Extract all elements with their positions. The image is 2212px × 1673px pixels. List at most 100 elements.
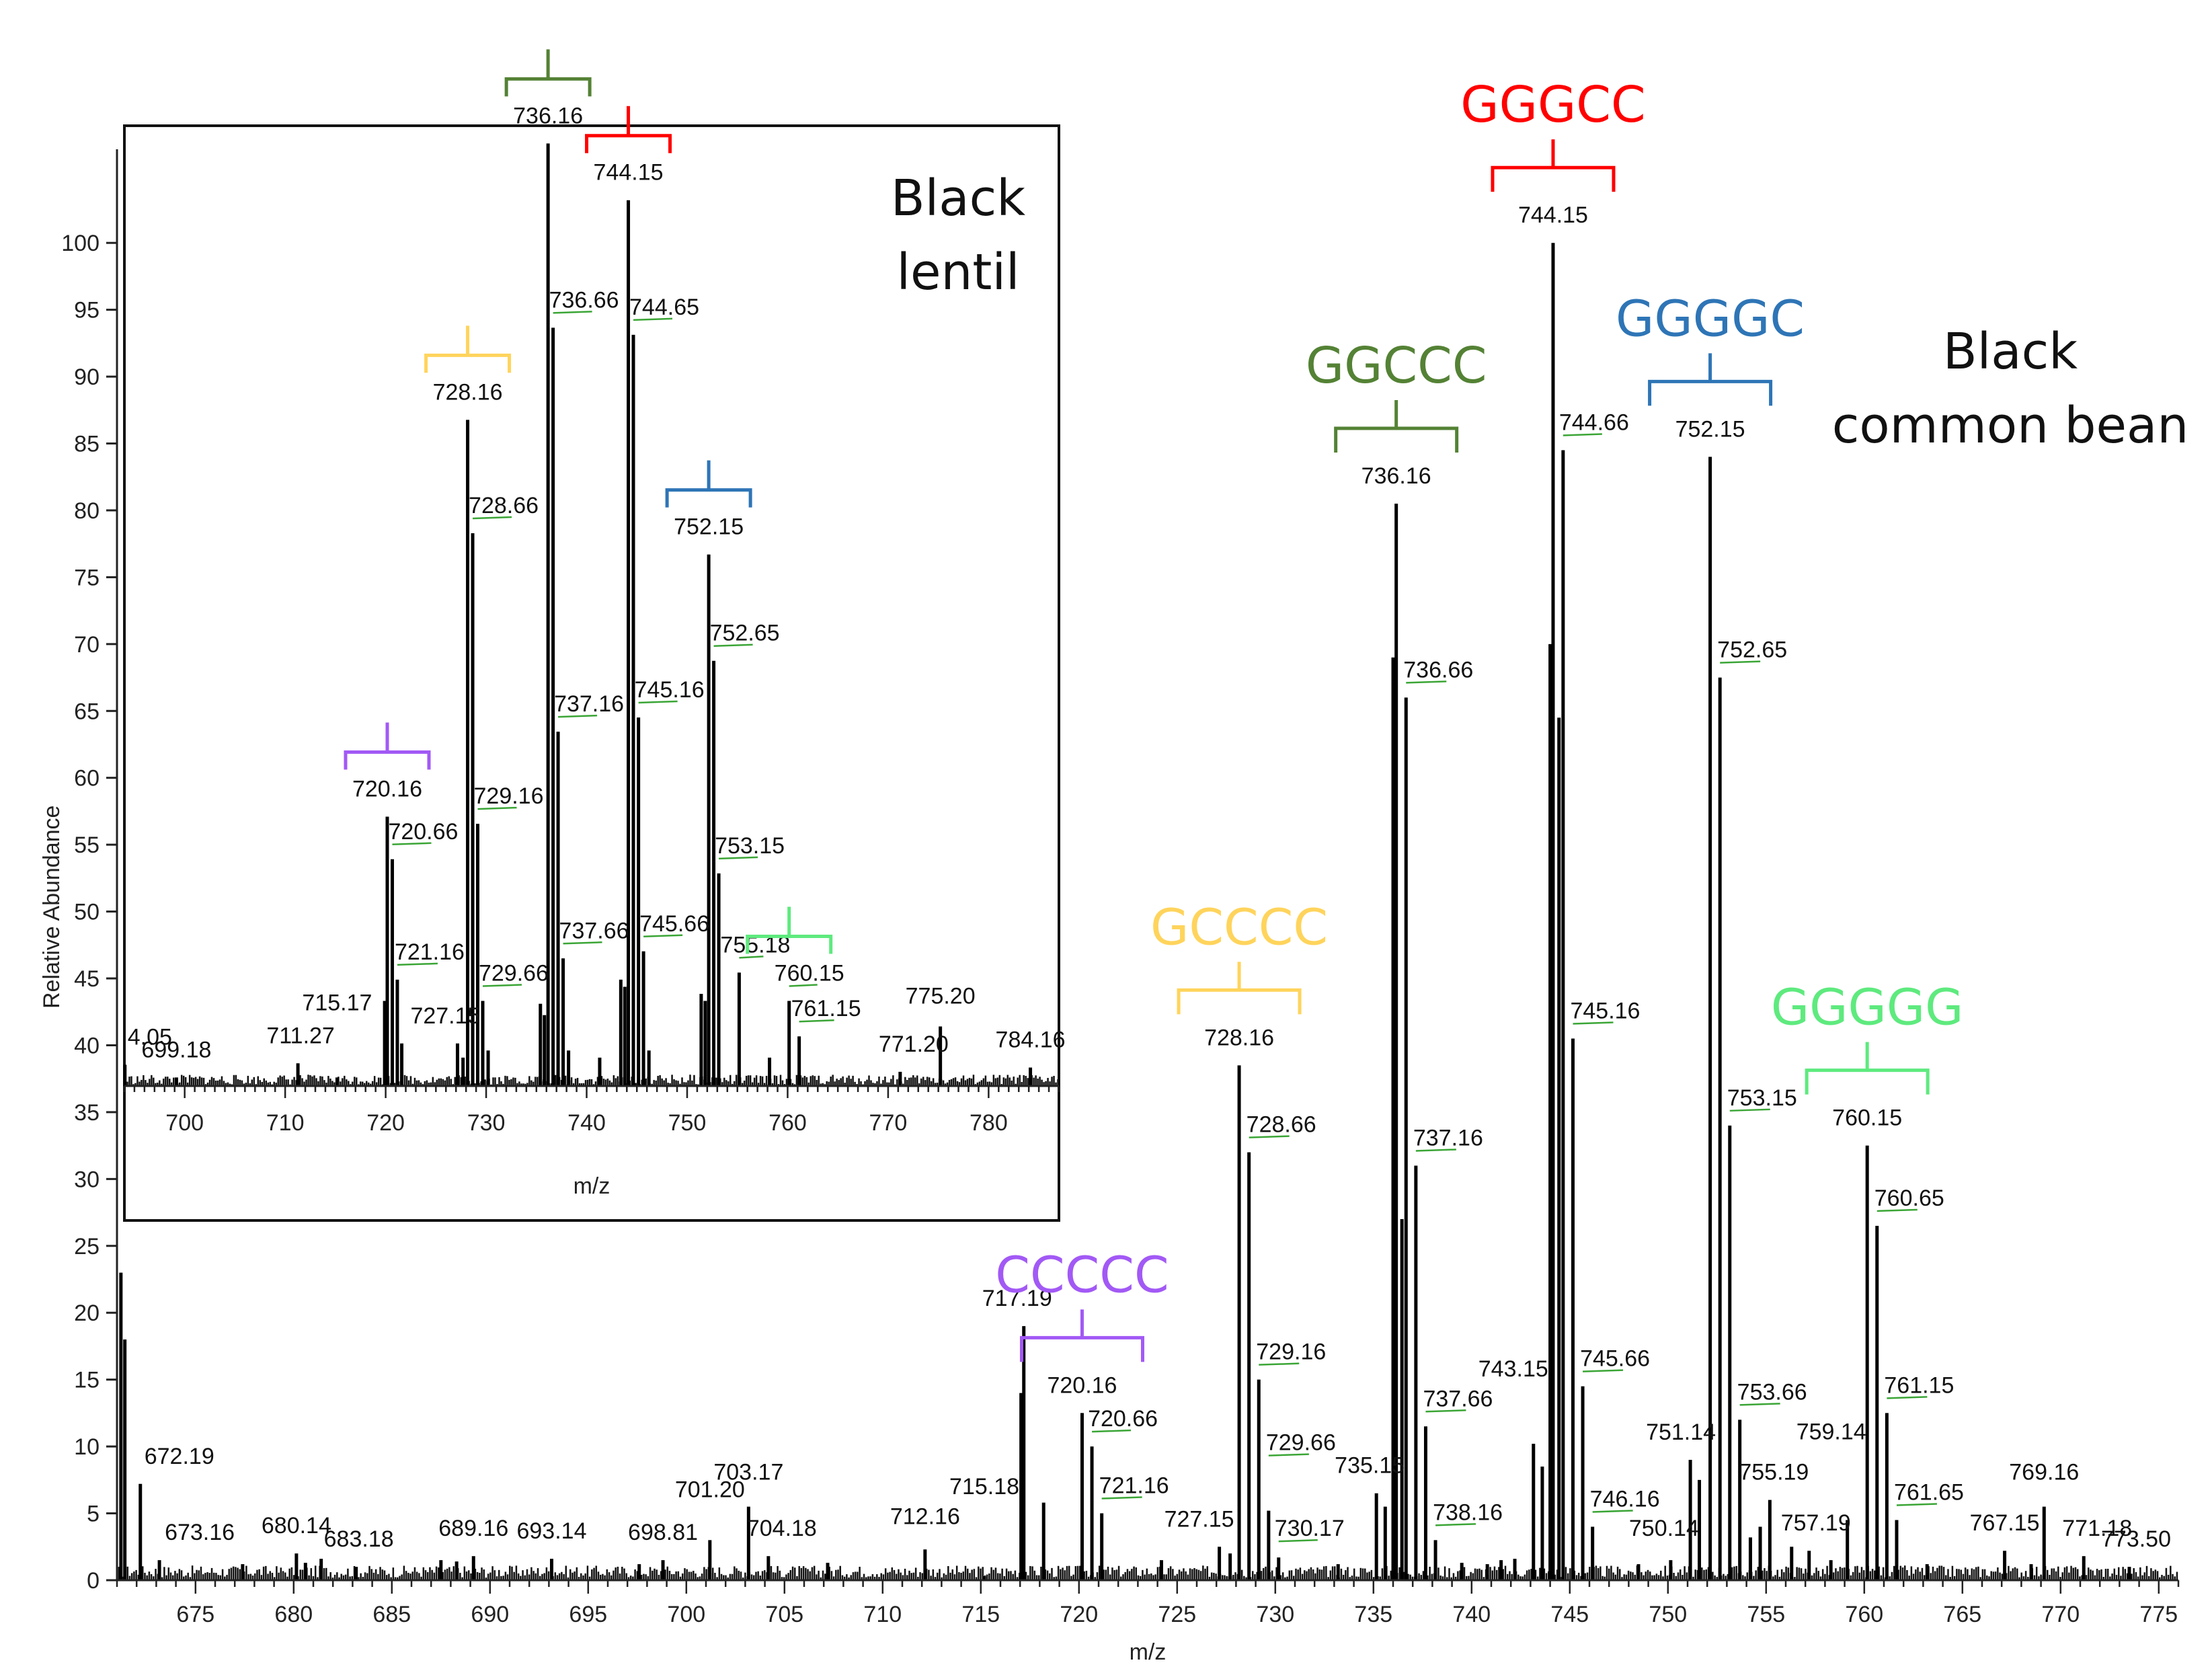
- peak-label: 759.14: [1796, 1419, 1866, 1445]
- group-brace: [1019, 1309, 1144, 1362]
- label-leader: [1406, 680, 1447, 684]
- peak-label: 717.19: [982, 1286, 1052, 1311]
- x-tick-label: 745: [1550, 1602, 1589, 1627]
- peak-label: 760.15: [1832, 1105, 1902, 1131]
- peak-label: 672.19: [145, 1444, 214, 1469]
- group-label: GGGCC: [1460, 76, 1645, 134]
- peak-label: 720.66: [1088, 1406, 1158, 1432]
- peak-label: 680.14: [262, 1513, 331, 1539]
- label-leader: [1583, 1369, 1624, 1372]
- x-tick-label: 700: [667, 1602, 705, 1627]
- x-tick-label: 740: [567, 1110, 606, 1136]
- x-tick-label: 740: [1452, 1602, 1491, 1627]
- label-leader: [789, 984, 818, 987]
- peak-label: 760.65: [1874, 1185, 1944, 1211]
- y-tick-label: 45: [74, 966, 100, 992]
- label-leader: [558, 714, 598, 718]
- peak-label: 736.66: [549, 287, 619, 313]
- label-leader: [643, 934, 683, 938]
- x-tick-label: 730: [467, 1110, 506, 1136]
- x-tick-label: 775: [2139, 1602, 2178, 1627]
- x-tick-label: 780: [970, 1110, 1008, 1136]
- peak-label: 721.16: [395, 939, 465, 965]
- x-tick-label: 685: [372, 1602, 411, 1627]
- group-label: GGCCC: [1306, 337, 1487, 395]
- peak-label: 720.66: [388, 819, 458, 845]
- peak-label: 773.50: [2101, 1526, 2171, 1552]
- peak-label: 753.15: [715, 833, 785, 859]
- peak-label: 744.65: [629, 295, 699, 320]
- x-tick-label: 750: [1649, 1602, 1687, 1627]
- x-tick-label: 680: [274, 1602, 313, 1627]
- peak-label: 761.65: [1894, 1480, 1964, 1506]
- group-brace: [1805, 1042, 1930, 1095]
- main-spectrum: 0 5 10 15 20 25 30 35 40 45 50 55 60 65 70 75 80 85 90 95 10…: [61, 76, 2188, 1665]
- label-leader: [1592, 1510, 1633, 1513]
- y-tick-label: 0: [87, 1568, 100, 1594]
- group-label: GGGGC: [1616, 290, 1805, 348]
- peak-label: 712.16: [890, 1504, 960, 1529]
- group-bracket: GCCCC: [1150, 898, 1328, 1015]
- label-leader: [799, 1019, 834, 1023]
- label-leader: [563, 941, 602, 945]
- label-leader: [1101, 1496, 1142, 1500]
- x-tick-label: 730: [1256, 1602, 1294, 1627]
- group-brace: [1491, 139, 1616, 192]
- peak-label: 745.66: [639, 911, 709, 937]
- peak-label: 703.17: [713, 1460, 783, 1485]
- group-label: GGGGG: [1771, 979, 1964, 1037]
- x-tick-label: 675: [176, 1602, 214, 1627]
- inset-group-brace: [665, 460, 752, 508]
- peak-label: 701.20: [675, 1477, 745, 1502]
- peak-label: 683.18: [324, 1526, 394, 1552]
- y-tick-label: 20: [74, 1300, 100, 1326]
- peak-label: 728.66: [469, 493, 539, 518]
- inset-group-brace: [585, 106, 672, 153]
- y-tick-label: 10: [74, 1434, 100, 1460]
- peak-label: 735.15: [1335, 1453, 1405, 1479]
- peak-label: 729.66: [1266, 1430, 1336, 1456]
- group-brace: [1177, 962, 1302, 1015]
- x-tick-label: 690: [471, 1602, 509, 1627]
- peak-label: 720.16: [1047, 1372, 1117, 1398]
- y-tick-label: 55: [74, 832, 100, 858]
- peak-label: 746.16: [1590, 1486, 1660, 1512]
- x-tick-label: 715: [961, 1602, 1000, 1627]
- y-tick-label: 85: [74, 432, 100, 457]
- label-leader: [1249, 1135, 1290, 1138]
- peak-label: 715.17: [302, 990, 372, 1015]
- y-tick-label: 15: [74, 1368, 100, 1393]
- x-tick-label: 705: [765, 1602, 803, 1627]
- label-leader: [1415, 1149, 1456, 1152]
- group-bracket: GGGGC: [1616, 290, 1805, 406]
- label-leader: [553, 311, 592, 314]
- inset-y-axis-title: Relative Abundance: [39, 806, 65, 1009]
- peak-label: 737.16: [1413, 1125, 1483, 1151]
- peak-label: 689.16: [438, 1516, 508, 1541]
- x-tick-label: 720: [366, 1110, 405, 1136]
- peak-label: 720.16: [352, 777, 422, 802]
- label-leader: [1896, 1503, 1938, 1506]
- peak-label: 729.66: [479, 961, 549, 986]
- label-leader: [1887, 1396, 1928, 1399]
- peak-label: 728.16: [433, 379, 503, 405]
- x-tick-label: 710: [863, 1602, 902, 1627]
- peak-label: 744.15: [594, 160, 664, 186]
- peak-label: 737.16: [554, 691, 624, 717]
- label-leader: [1259, 1362, 1300, 1366]
- peak-label: 750.14: [1629, 1516, 1699, 1541]
- group-bracket: GGGCC: [1460, 76, 1646, 192]
- y-tick-label: 40: [74, 1033, 100, 1058]
- x-tick-label: 700: [165, 1110, 204, 1136]
- peak-label: 736.16: [513, 103, 583, 128]
- label-leader: [1268, 1453, 1309, 1456]
- x-tick-label: 735: [1354, 1602, 1392, 1627]
- peak-label: 721.16: [1099, 1473, 1169, 1499]
- label-leader: [1278, 1539, 1318, 1543]
- peak-label: 727.15: [1164, 1506, 1234, 1532]
- label-leader: [397, 962, 438, 966]
- peak-label: 752.65: [710, 621, 780, 646]
- peak-label: 784.16: [996, 1027, 1066, 1053]
- peak-label: 730.17: [1275, 1516, 1345, 1541]
